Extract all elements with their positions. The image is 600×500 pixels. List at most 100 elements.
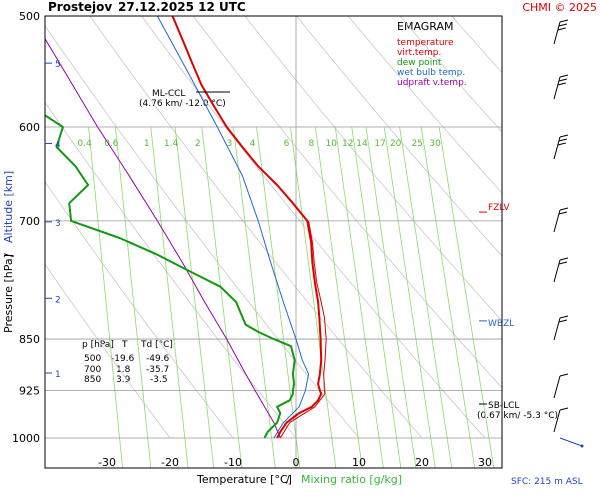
mixing-ratio-label: 0.6 <box>104 139 119 149</box>
credit-text: CHMI © 2025 <box>522 1 597 14</box>
table-header-td: Td [°C] <box>140 340 173 350</box>
mixing-ratio-line <box>256 126 301 468</box>
mixing-ratio-line <box>88 126 123 468</box>
mixing-ratio-line <box>174 126 215 468</box>
wind-barb-staff <box>553 409 561 433</box>
mixing-ratio-label: 0.4 <box>77 139 92 149</box>
ml-ccl-label: ML-CCL <box>152 89 185 99</box>
mixing-ratio-line <box>420 126 476 468</box>
table-cell: 850 <box>84 375 101 385</box>
table-cell: 1.8 <box>116 365 131 375</box>
altitude-tick-label: 1 <box>55 370 61 380</box>
wind-barb-flag <box>558 23 568 27</box>
temperature-tick-label: 0 <box>293 456 300 469</box>
wind-barb-icon <box>553 74 569 100</box>
mixing-ratio-line <box>334 126 384 468</box>
wind-barb-icon <box>553 207 569 233</box>
wind-barb-flag <box>559 74 569 78</box>
wind-barb-icon <box>553 134 569 160</box>
mixing-ratio-label: 2 <box>195 139 201 149</box>
wind-barb-staff <box>553 317 561 341</box>
mixing-ratio-label: 4 <box>250 139 256 149</box>
y-axis-label-sep: / <box>2 253 15 257</box>
wind-barb-flag <box>559 315 569 319</box>
mixing-ratio-label: 25 <box>411 139 422 149</box>
table-header-t: T <box>121 340 128 350</box>
sounding-datetime: 27.12.2025 12 UTC <box>118 0 246 14</box>
station-name: Prostejov <box>48 0 112 14</box>
table-cell: 3.9 <box>116 375 131 385</box>
mixing-ratio-line <box>232 126 276 468</box>
sb-lcl-detail: (0.67 km/ -5.3 °C) <box>477 411 558 421</box>
temperature-tick-label: -10 <box>224 456 242 469</box>
dry-adiabat-line <box>89 16 423 439</box>
table-cell: -35.7 <box>146 365 169 375</box>
wind-barb-flag <box>559 407 569 411</box>
dry-adiabat-line <box>45 263 171 439</box>
ml-ccl-detail: (4.76 km/ -12.0 °C) <box>139 99 226 109</box>
dry-adiabat-line <box>399 16 502 133</box>
x-axis-label-mix: Mixing ratio [g/kg] <box>301 473 402 486</box>
wind-barb-flag <box>559 373 569 377</box>
table-header-p: p [hPa] <box>82 340 114 350</box>
mixing-ratio-label: 14 <box>356 139 368 149</box>
temperature-tick-label: -20 <box>161 456 179 469</box>
dry-adiabat-line <box>583 0 600 438</box>
mixing-ratio-label: 1.4 <box>164 139 179 149</box>
legend-entry: udpraft v.temp. <box>397 78 467 88</box>
mixing-ratio-line <box>314 126 363 468</box>
table-cell: 700 <box>84 365 101 375</box>
table-cell: 500 <box>84 354 101 364</box>
mixing-ratio-label: 6 <box>284 139 290 149</box>
plot-frame <box>44 15 503 469</box>
x-axis-label-temp: Temperature [°C] <box>196 473 292 486</box>
mixing-ratio-label: 10 <box>325 139 337 149</box>
mixing-ratio-line <box>383 126 436 468</box>
altitude-tick-label: 4 <box>55 140 61 150</box>
y-axis-label-altitude: Altitude [km] <box>2 171 15 243</box>
x-axis-label-sep: / <box>286 473 290 486</box>
sounding-line-wet-bulb-temp- <box>156 16 310 439</box>
pressure-tick-label: 1000 <box>12 432 40 445</box>
wind-barb-flag <box>558 261 568 265</box>
pressure-tick-label: 600 <box>19 121 40 134</box>
table-cell: -3.5 <box>150 375 168 385</box>
mixing-ratio-line <box>399 126 453 468</box>
chart-dynamic-layer: 0.4 0.6 1 1.4 2 3 4 6 8 10 12 14 17 20 25 3050060070085… <box>12 0 600 469</box>
dry-adiabat-line <box>481 0 600 438</box>
table-cell: -19.6 <box>111 354 135 364</box>
dry-adiabat-line <box>347 16 502 194</box>
surface-wind-barb <box>559 437 583 447</box>
level-table: p [hPa] T Td [°C] 500 -19.6 -49.6 700 1.… <box>82 340 173 385</box>
dry-adiabat-line <box>532 0 600 438</box>
wind-barb-staff <box>553 76 561 100</box>
wind-barb-staff <box>553 375 561 399</box>
wind-barb-flag <box>559 257 569 261</box>
wind-barb-flag <box>559 19 569 23</box>
dry-adiabat-line <box>45 25 360 439</box>
wind-barb-flag <box>558 319 568 323</box>
legend-entry: wet bulb temp. <box>397 68 465 78</box>
wind-barb-flag <box>557 27 566 31</box>
sounding-line-temperature <box>171 16 323 439</box>
dry-adiabat-line <box>451 16 502 74</box>
dry-adiabat-line <box>192 16 502 389</box>
wind-barb-icon <box>553 257 569 283</box>
pressure-tick-label: 500 <box>19 10 40 23</box>
y-axis-label-pressure: Pressure [hPa] <box>2 254 15 333</box>
dry-adiabat-line <box>45 101 297 439</box>
wind-barb-staff <box>553 136 561 160</box>
legend-entry: virt.temp. <box>397 48 441 58</box>
mixing-ratio-label: 1 <box>144 139 150 149</box>
wind-barb-staff <box>553 209 561 233</box>
dry-adiabat-line <box>244 16 502 322</box>
wbzl-label: WBZL <box>488 319 514 329</box>
legend-entry: temperature <box>397 38 454 48</box>
mixing-ratio-label: 3 <box>226 139 232 149</box>
wind-barb-flag <box>557 82 566 86</box>
mixing-ratio-label: 30 <box>429 139 441 149</box>
plot-area: 0.4 0.6 1 1.4 2 3 4 6 8 10 12 14 17 20 25 30 <box>45 0 600 468</box>
fzlv-label: FZLV <box>488 203 510 213</box>
altitude-tick-label: 2 <box>55 295 61 305</box>
temperature-tick-label: 10 <box>352 456 366 469</box>
